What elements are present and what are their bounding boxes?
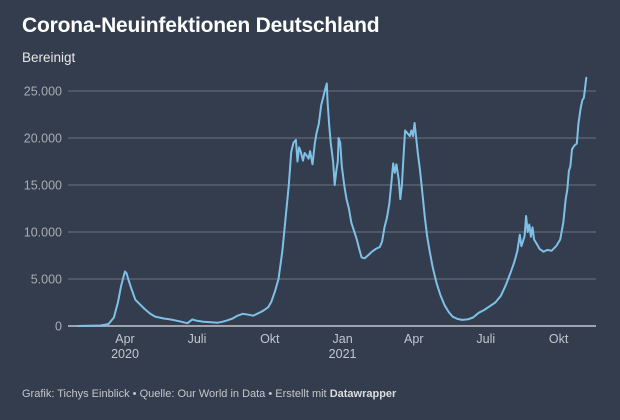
x-tick-label: Jan: [333, 332, 353, 346]
x-tick-label: Okt: [260, 332, 280, 346]
footer-separator: •: [129, 388, 140, 400]
footer: Grafik: Tichys Einblick • Quelle: Our Wo…: [22, 388, 396, 400]
footer-grafik: Grafik: Tichys Einblick: [22, 388, 130, 400]
x-tick-label: Apr: [404, 332, 423, 346]
footer-source: Quelle: Our World in Data: [139, 388, 266, 400]
x-tick-label: Apr: [115, 332, 134, 346]
footer-created-with: Erstellt mit: [275, 388, 330, 400]
x-tick-label: Okt: [549, 332, 569, 346]
y-tick-label: 5.000: [31, 273, 62, 287]
series-line-neuinfektionen: [76, 76, 588, 327]
y-tick-label: 25.000: [24, 85, 62, 99]
x-tick-label: Juli: [188, 332, 207, 346]
y-axis-ticks: 0 5.000 10.000 15.000 20.000 25.000: [24, 85, 62, 334]
footer-datawrapper-link[interactable]: Datawrapper: [329, 388, 397, 400]
chart-title: Corona-Neuinfektionen Deutschland: [22, 14, 380, 37]
chart-subtitle: Bereinigt: [22, 50, 76, 65]
y-tick-label: 20.000: [24, 132, 62, 146]
x-tick-label: Juli: [476, 332, 495, 346]
y-tick-label: 15.000: [24, 179, 62, 193]
y-tick-label: 10.000: [24, 226, 62, 240]
y-tick-label: 0: [55, 320, 62, 334]
x-tick-year-label: 2020: [111, 347, 139, 361]
x-tick-year-label: 2021: [329, 347, 357, 361]
footer-separator: •: [265, 388, 276, 400]
